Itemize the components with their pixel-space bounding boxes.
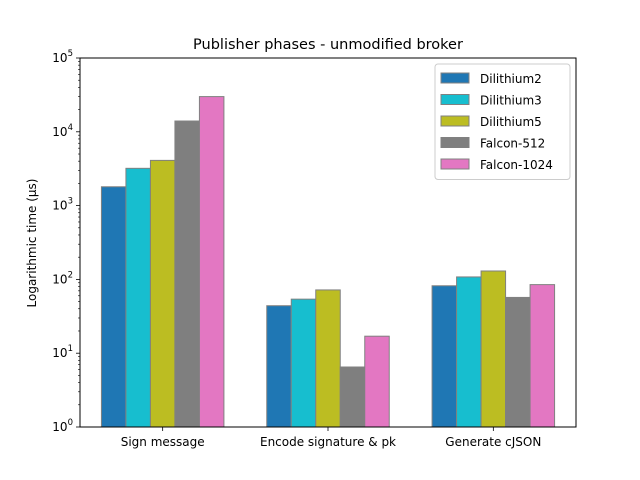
- bar-dilithium2-encode-signature-pk: [266, 305, 292, 428]
- legend-label-dilithium5: Dilithium5: [480, 115, 542, 129]
- bar-falcon-512-sign-message: [174, 120, 200, 428]
- bar-dilithium5-encode-signature-pk: [315, 289, 341, 428]
- bar-dilithium2-sign-message: [100, 186, 127, 428]
- x-tick-label: Sign message: [121, 435, 205, 449]
- bar-dilithium3-encode-signature-pk: [290, 298, 317, 428]
- legend-swatch-dilithium3: [440, 94, 470, 105]
- y-axis-label: Logarithmic time (μs): [25, 179, 39, 308]
- x-tick-label: Encode signature & pk: [260, 435, 396, 449]
- bar-falcon-512-encode-signature-pk: [339, 366, 366, 428]
- bar-dilithium5-generate-cjson: [480, 270, 507, 428]
- bar-dilithium5-sign-message: [149, 159, 176, 428]
- x-tick-label: Generate cJSON: [445, 435, 541, 449]
- bars-group: [100, 96, 556, 428]
- plot-frame: [79, 57, 577, 428]
- bar-dilithium2-generate-cjson: [431, 285, 458, 428]
- bar-dilithium3-sign-message: [125, 167, 151, 428]
- bar-falcon-1024-encode-signature-pk: [364, 335, 390, 428]
- legend-label-falcon-1024: Falcon-1024: [480, 158, 553, 172]
- bar-falcon-512-generate-cjson: [505, 296, 531, 428]
- y-tick-label: 105: [52, 49, 73, 65]
- bar-falcon-1024-generate-cjson: [529, 284, 556, 428]
- x-axis-ticks: Sign message Encode signature & pk Generat…: [121, 427, 541, 449]
- legend-label-dilithium3: Dilithium3: [480, 94, 542, 108]
- legend-swatch-falcon-1024: [440, 158, 470, 170]
- legend-box: [434, 63, 571, 180]
- y-tick-label: 101: [52, 344, 73, 360]
- y-tick-label: 103: [52, 197, 73, 213]
- y-tick-label: 104: [52, 123, 73, 139]
- legend-swatch-dilithium5: [440, 115, 470, 127]
- legend-label-falcon-512: Falcon-512: [480, 137, 545, 151]
- chart-title: Publisher phases - unmodified broker: [193, 37, 463, 53]
- y-tick-label: 102: [52, 270, 73, 286]
- legend: Dilithium2 Dilithium3 Dilithium5 Falcon-512…: [434, 63, 571, 180]
- legend-label-dilithium2: Dilithium2: [480, 72, 542, 86]
- legend-swatch-dilithium2: [440, 72, 470, 84]
- bar-falcon-1024-sign-message: [198, 96, 225, 428]
- y-axis-ticks: 100 101 102 103 104 105: [52, 49, 80, 434]
- legend-swatch-falcon-512: [440, 137, 470, 148]
- y-tick-label: 100: [52, 418, 73, 434]
- bar-dilithium3-generate-cjson: [456, 276, 482, 428]
